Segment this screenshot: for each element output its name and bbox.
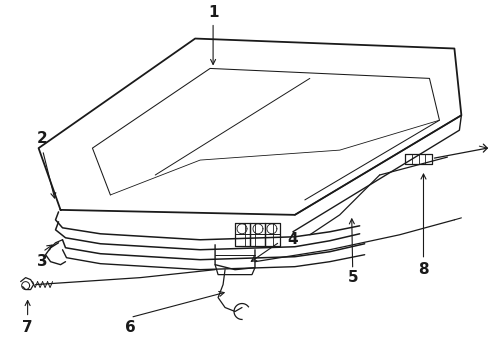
Text: 3: 3 (37, 254, 48, 269)
Text: 2: 2 (37, 131, 48, 146)
Text: 7: 7 (23, 320, 33, 335)
Text: 4: 4 (288, 232, 298, 247)
Text: 5: 5 (347, 270, 358, 285)
Text: 6: 6 (125, 320, 136, 335)
Text: 1: 1 (208, 5, 219, 20)
Text: 8: 8 (418, 262, 429, 277)
